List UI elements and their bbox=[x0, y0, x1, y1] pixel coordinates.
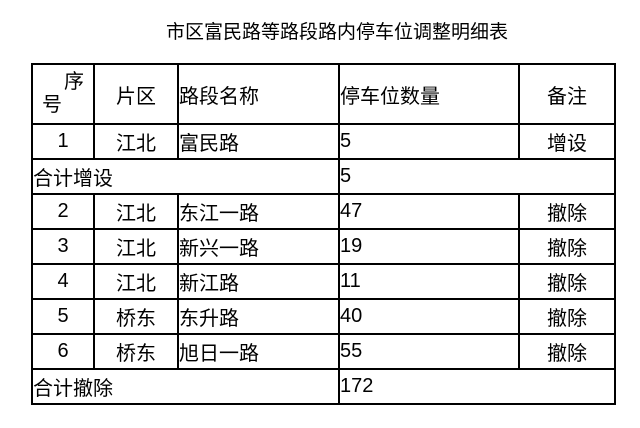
cell-road-name: 新江路 bbox=[177, 263, 340, 300]
cell-seq: 4 bbox=[31, 263, 95, 300]
cell-road-name: 东江一路 bbox=[177, 193, 340, 230]
cell-road-name: 东升路 bbox=[177, 298, 340, 335]
cell-parking-count: 55 bbox=[338, 333, 520, 370]
seq-header-char-2: 号 bbox=[42, 94, 62, 116]
cell-district: 桥东 bbox=[93, 298, 179, 335]
cell-parking-count: 11 bbox=[338, 263, 520, 300]
table-row: 2 江北 东江一路 47 撤除 bbox=[31, 193, 616, 230]
cell-district: 江北 bbox=[93, 228, 179, 265]
total-add-row: 合计增设 5 bbox=[31, 158, 616, 195]
col-header-district: 片区 bbox=[93, 63, 179, 125]
page-title: 市区富民路等路段路内停车位调整明细表 bbox=[165, 22, 508, 43]
seq-header-char-1: 序 bbox=[64, 71, 84, 93]
cell-parking-count: 40 bbox=[338, 298, 520, 335]
col-header-note: 备注 bbox=[518, 63, 616, 125]
cell-seq: 1 bbox=[31, 123, 95, 160]
table-row: 5 桥东 东升路 40 撤除 bbox=[31, 298, 616, 335]
table-row: 4 江北 新江路 11 撤除 bbox=[31, 263, 616, 300]
total-remove-value: 172 bbox=[338, 368, 616, 405]
cell-seq: 2 bbox=[31, 193, 95, 230]
total-remove-row: 合计撤除 172 bbox=[31, 368, 616, 405]
cell-district: 桥东 bbox=[93, 333, 179, 370]
cell-note: 撤除 bbox=[518, 263, 616, 300]
total-add-value: 5 bbox=[338, 158, 616, 195]
cell-district: 江北 bbox=[93, 193, 179, 230]
cell-note: 撤除 bbox=[518, 298, 616, 335]
cell-parking-count: 47 bbox=[338, 193, 520, 230]
header-row: 序 号 片区 路段名称 停车位数量 备注 bbox=[31, 63, 616, 125]
cell-road-name: 旭日一路 bbox=[177, 333, 340, 370]
cell-note: 撤除 bbox=[518, 228, 616, 265]
col-header-seq: 序 号 bbox=[31, 63, 95, 125]
cell-parking-count: 19 bbox=[338, 228, 520, 265]
cell-note: 撤除 bbox=[518, 333, 616, 370]
total-add-label: 合计增设 bbox=[31, 158, 340, 195]
table-row: 1 江北 富民路 5 增设 bbox=[31, 123, 616, 160]
cell-note: 增设 bbox=[518, 123, 616, 160]
cell-district: 江北 bbox=[93, 123, 179, 160]
cell-district: 江北 bbox=[93, 263, 179, 300]
parking-adjustment-table: 序 号 片区 路段名称 停车位数量 备注 1 江北 富民路 5 增设 合计增设 … bbox=[31, 63, 616, 405]
cell-seq: 5 bbox=[31, 298, 95, 335]
cell-seq: 3 bbox=[31, 228, 95, 265]
table-row: 3 江北 新兴一路 19 撤除 bbox=[31, 228, 616, 265]
cell-road-name: 新兴一路 bbox=[177, 228, 340, 265]
cell-parking-count: 5 bbox=[338, 123, 520, 160]
cell-seq: 6 bbox=[31, 333, 95, 370]
col-header-road-name: 路段名称 bbox=[177, 63, 340, 125]
cell-note: 撤除 bbox=[518, 193, 616, 230]
table-row: 6 桥东 旭日一路 55 撤除 bbox=[31, 333, 616, 370]
total-remove-label: 合计撤除 bbox=[31, 368, 340, 405]
col-header-parking-count: 停车位数量 bbox=[338, 63, 520, 125]
cell-road-name: 富民路 bbox=[177, 123, 340, 160]
